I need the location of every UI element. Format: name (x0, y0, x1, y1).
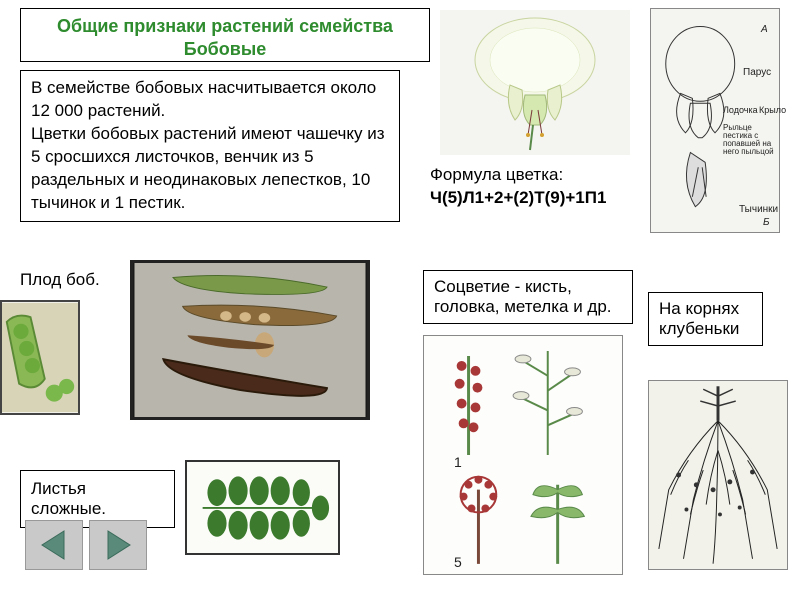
inflorescence-box: Соцветие - кисть, головка, метелка и др. (423, 270, 633, 324)
formula-label: Формула цветка: (430, 165, 563, 185)
page-title: Общие признаки растений семейства Бобовы… (31, 15, 419, 62)
diagram-label-krylo: Крыло (759, 105, 786, 115)
leaves-text: Листья сложные. (31, 479, 164, 519)
infl-num-5: 5 (454, 554, 462, 570)
prev-button[interactable] (25, 520, 83, 570)
title-box: Общие признаки растений семейства Бобовы… (20, 8, 430, 62)
flower-diagram: А Парус Лодочка Крыло Рыльце пестика с п… (650, 8, 780, 233)
description-text: В семействе бобовых насчитывается около … (31, 77, 389, 215)
roots-diagram (648, 380, 788, 570)
pods-photo (130, 260, 370, 420)
description-box: В семействе бобовых насчитывается около … (20, 70, 400, 222)
diagram-label-b: Б (763, 217, 770, 228)
next-button[interactable] (89, 520, 147, 570)
diagram-label-tych: Тычинки (739, 204, 778, 215)
diagram-label-a: А (761, 24, 768, 35)
diagram-label-rylce: Рыльце пестика с попавшей на него пыльцо… (723, 124, 778, 156)
inflorescence-diagram: 1 5 (423, 335, 623, 575)
diagram-label-lodochka: Лодочка (723, 105, 758, 115)
nav-arrows (25, 520, 147, 570)
infl-num-1: 1 (454, 454, 462, 470)
peas-photo (0, 300, 80, 415)
flower-color-illustration (440, 10, 630, 155)
compound-leaf-photo (185, 460, 340, 555)
inflorescence-text: Соцветие - кисть, головка, метелка и др. (434, 277, 622, 317)
formula-value: Ч(5)Л1+2+(2)Т(9)+1П1 (430, 188, 606, 208)
fruit-label: Плод боб. (20, 270, 100, 290)
roots-text: На корнях клубеньки (659, 299, 752, 339)
diagram-label-parus: Парус (743, 67, 771, 78)
roots-box: На корнях клубеньки (648, 292, 763, 346)
